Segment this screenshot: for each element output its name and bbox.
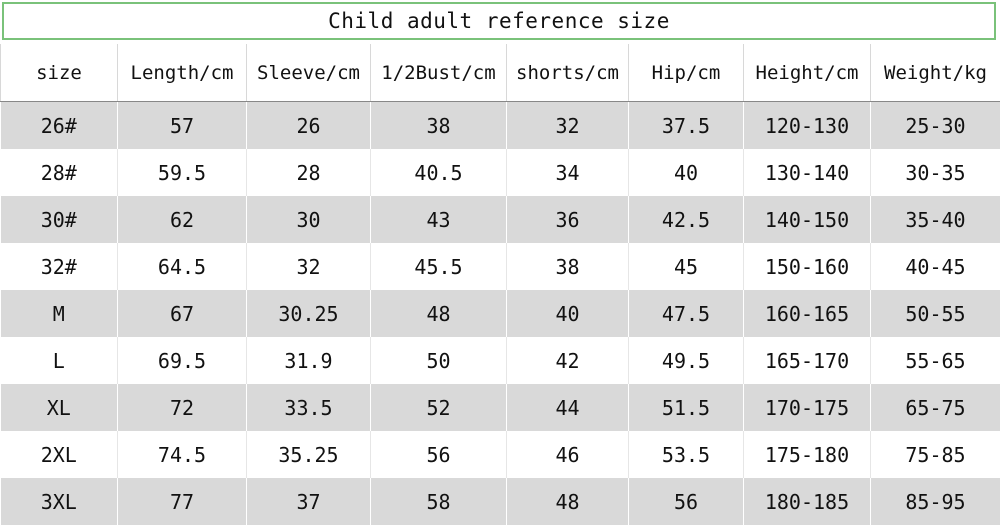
column-header: Length/cm: [117, 44, 247, 102]
table-cell: 67: [117, 290, 247, 337]
table-cell: 120-130: [743, 101, 871, 149]
table-cell: 30-35: [870, 149, 1000, 196]
column-header: 1/2Bust/cm: [370, 44, 507, 102]
table-row: 3XL 77 37 58 48 56 180-185 85-95: [0, 478, 1000, 525]
table-cell: 40: [506, 290, 629, 337]
header-row: size Length/cm Sleeve/cm 1/2Bust/cm shor…: [0, 44, 1000, 102]
table-cell: 48: [506, 478, 629, 525]
table-cell: 65-75: [870, 384, 1000, 431]
table-cell: 50: [370, 337, 507, 384]
table-cell: 56: [628, 478, 744, 525]
table-cell: 48: [370, 290, 507, 337]
table-cell: 51.5: [628, 384, 744, 431]
table-row: XL 72 33.5 52 44 51.5 170-175 65-75: [0, 384, 1000, 431]
table-cell: 2XL: [0, 431, 118, 478]
table-cell: 44: [506, 384, 629, 431]
table-cell: 42.5: [628, 196, 744, 243]
table-cell: 28#: [0, 149, 118, 196]
table-row: M 67 30.25 48 40 47.5 160-165 50-55: [0, 290, 1000, 337]
table-cell: 37.5: [628, 101, 744, 149]
table-title: Child adult reference size: [2, 2, 996, 40]
table-cell: 165-170: [743, 337, 871, 384]
table-row: 32# 64.5 32 45.5 38 45 150-160 40-45: [0, 243, 1000, 290]
table-cell: 69.5: [117, 337, 247, 384]
table-cell: 28: [246, 149, 371, 196]
table-cell: 32: [506, 101, 629, 149]
table-cell: 40: [628, 149, 744, 196]
table-cell: 3XL: [0, 478, 118, 525]
table-cell: 32#: [0, 243, 118, 290]
table-row: 30# 62 30 43 36 42.5 140-150 35-40: [0, 196, 1000, 243]
table-cell: 37: [246, 478, 371, 525]
table-cell: 43: [370, 196, 507, 243]
column-header: shorts/cm: [506, 44, 629, 102]
table-cell: XL: [0, 384, 118, 431]
table-cell: 46: [506, 431, 629, 478]
table-cell: 30.25: [246, 290, 371, 337]
table-cell: 74.5: [117, 431, 247, 478]
table-cell: 47.5: [628, 290, 744, 337]
table-cell: 50-55: [870, 290, 1000, 337]
table-cell: 49.5: [628, 337, 744, 384]
table-cell: 170-175: [743, 384, 871, 431]
table-cell: 45: [628, 243, 744, 290]
table-row: L 69.5 31.9 50 42 49.5 165-170 55-65: [0, 337, 1000, 384]
table-row: 2XL 74.5 35.25 56 46 53.5 175-180 75-85: [0, 431, 1000, 478]
table-row: 28# 59.5 28 40.5 34 40 130-140 30-35: [0, 149, 1000, 196]
table-cell: 52: [370, 384, 507, 431]
size-chart-table: size Length/cm Sleeve/cm 1/2Bust/cm shor…: [0, 44, 1000, 525]
table-cell: 38: [370, 101, 507, 149]
table-cell: 32: [246, 243, 371, 290]
table-cell: 175-180: [743, 431, 871, 478]
column-header: Weight/kg: [870, 44, 1000, 102]
column-header: Hip/cm: [628, 44, 744, 102]
table-cell: 55-65: [870, 337, 1000, 384]
table-cell: 34: [506, 149, 629, 196]
table-cell: 45.5: [370, 243, 507, 290]
table-cell: 56: [370, 431, 507, 478]
column-header: Height/cm: [743, 44, 871, 102]
table-row: 26# 57 26 38 32 37.5 120-130 25-30: [0, 101, 1000, 149]
table-cell: 30#: [0, 196, 118, 243]
table-cell: 57: [117, 101, 247, 149]
table-cell: L: [0, 337, 118, 384]
table-cell: 180-185: [743, 478, 871, 525]
table-cell: 64.5: [117, 243, 247, 290]
table-cell: 31.9: [246, 337, 371, 384]
table-cell: 35-40: [870, 196, 1000, 243]
table-cell: 33.5: [246, 384, 371, 431]
table-cell: 75-85: [870, 431, 1000, 478]
table-cell: M: [0, 290, 118, 337]
table-cell: 140-150: [743, 196, 871, 243]
table-cell: 26#: [0, 101, 118, 149]
table-cell: 40.5: [370, 149, 507, 196]
table-cell: 40-45: [870, 243, 1000, 290]
table-cell: 72: [117, 384, 247, 431]
table-cell: 59.5: [117, 149, 247, 196]
table-cell: 26: [246, 101, 371, 149]
table-cell: 25-30: [870, 101, 1000, 149]
column-header: size: [0, 44, 118, 102]
table-cell: 62: [117, 196, 247, 243]
table-cell: 85-95: [870, 478, 1000, 525]
column-header: Sleeve/cm: [246, 44, 371, 102]
table-cell: 53.5: [628, 431, 744, 478]
table-cell: 77: [117, 478, 247, 525]
table-cell: 150-160: [743, 243, 871, 290]
table-cell: 42: [506, 337, 629, 384]
table-cell: 35.25: [246, 431, 371, 478]
table-cell: 36: [506, 196, 629, 243]
table-cell: 130-140: [743, 149, 871, 196]
table-cell: 58: [370, 478, 507, 525]
table-cell: 38: [506, 243, 629, 290]
table-cell: 160-165: [743, 290, 871, 337]
table-cell: 30: [246, 196, 371, 243]
